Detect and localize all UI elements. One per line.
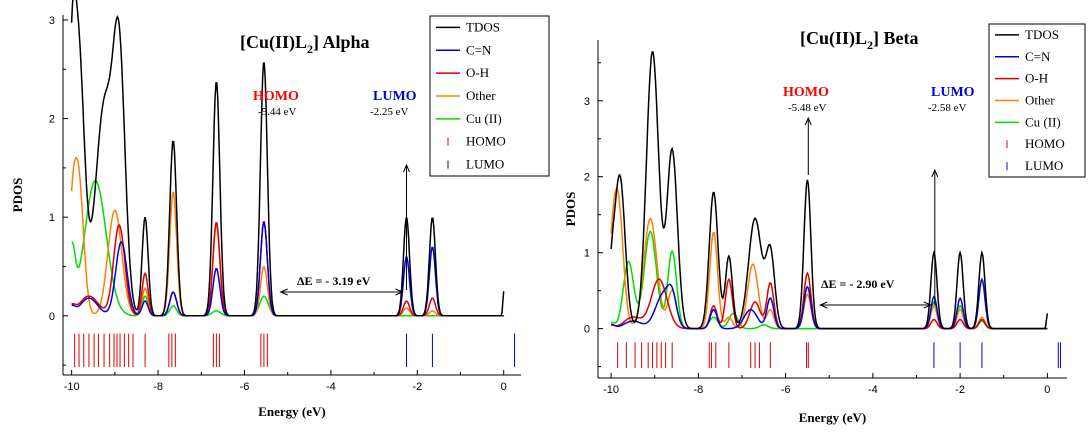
y-tick-label: 2 [584, 172, 590, 184]
y-tick-label: 0 [49, 311, 55, 323]
legend: TDOS C=N O-H Other Cu (II) HOMO LUMO [988, 23, 1086, 178]
energy-gap-label: ΔE = - 3.19 eV [297, 274, 371, 288]
legend-label-tdos: TDOS [1025, 27, 1059, 42]
x-tick-label: -6 [781, 384, 791, 396]
homo-arrowhead [804, 116, 812, 126]
homo-annotation-label: HOMO [253, 89, 299, 104]
x-tick-label: -10 [64, 381, 80, 393]
legend-label-c-n: C=N [1025, 49, 1051, 64]
legend-label-homo: HOMO [1025, 136, 1065, 151]
legend-label-lumo: LUMO [1025, 158, 1063, 173]
legend-label-tdos: TDOS [466, 19, 500, 34]
legend-label-cu-ii: Cu (II) [1025, 114, 1061, 129]
y-axis-title: PDOS [563, 192, 578, 227]
lumo-arrowhead [931, 168, 939, 178]
gap-arrowhead-right [923, 301, 933, 309]
lumo-energy-value: -2.25 eV [370, 106, 409, 118]
tdos-curve [610, 51, 1049, 330]
tdos-curve [70, 0, 505, 317]
chart-title: [Cu(II)L2] Alpha [240, 32, 370, 56]
x-tick-label: -4 [326, 381, 336, 393]
alpha-pdos-chart: -10 -8 -6 -4 -2 0 0 1 2 3 Energy (eV) PDOS [Cu(II)L2… [10, 0, 550, 419]
x-tick-label: -6 [240, 381, 250, 393]
cu-ii-curve [71, 180, 504, 317]
lumo-arrowhead [403, 163, 410, 173]
x-tick-label: -8 [153, 381, 163, 393]
legend: TDOS C=N O-H Other Cu (II) HOMO LUMO [429, 15, 550, 177]
legend-label-o-h: O-H [466, 65, 489, 80]
beta-pdos-chart: -10 -8 -6 -4 -2 0 0 1 2 3 Energy (eV) PDOS [Cu(II)L2… [563, 23, 1086, 425]
lumo-annotation-label: LUMO [931, 85, 975, 100]
lumo-energy-value: -2.58 eV [928, 102, 967, 114]
homo-energy-value: -5.48 eV [788, 102, 827, 114]
x-axis-title: Energy (eV) [799, 410, 867, 425]
x-axis-title: Energy (eV) [258, 404, 326, 419]
gap-arrowhead-left [279, 288, 288, 296]
y-axis-title: PDOS [10, 178, 25, 213]
legend-label-lumo: LUMO [466, 157, 504, 172]
x-tick-label: -2 [412, 381, 422, 393]
y-tick-label: 0 [584, 324, 590, 336]
homo-energy-value: -5.44 eV [258, 106, 297, 118]
x-tick-label: -10 [603, 384, 619, 396]
legend-label-c-n: C=N [466, 42, 492, 57]
x-tick-label: -8 [693, 384, 703, 396]
y-tick-label: 3 [49, 15, 55, 27]
legend-label-other: Other [466, 88, 496, 103]
y-tick-label: 1 [49, 212, 55, 224]
legend-label-o-h: O-H [1025, 71, 1048, 86]
gap-arrowhead-left [819, 301, 828, 309]
legend-label-homo: HOMO [466, 134, 506, 149]
legend-label-cu-ii: Cu (II) [466, 111, 502, 126]
x-tick-label: 0 [501, 381, 507, 393]
lumo-annotation-label: LUMO [373, 89, 417, 104]
y-tick-label: 2 [49, 114, 55, 126]
x-tick-label: -2 [955, 384, 965, 396]
y-tick-label: 1 [584, 248, 590, 260]
y-tick-label: 3 [584, 96, 590, 108]
energy-gap-label: ΔE = - 2.90 eV [821, 277, 895, 291]
homo-annotation-label: HOMO [783, 85, 829, 100]
x-tick-label: -4 [868, 384, 878, 396]
legend-label-other: Other [1025, 93, 1055, 108]
gap-arrowhead-right [395, 288, 404, 296]
x-tick-label: 0 [1044, 384, 1050, 396]
chart-title: [Cu(II)L2] Beta [800, 28, 919, 52]
